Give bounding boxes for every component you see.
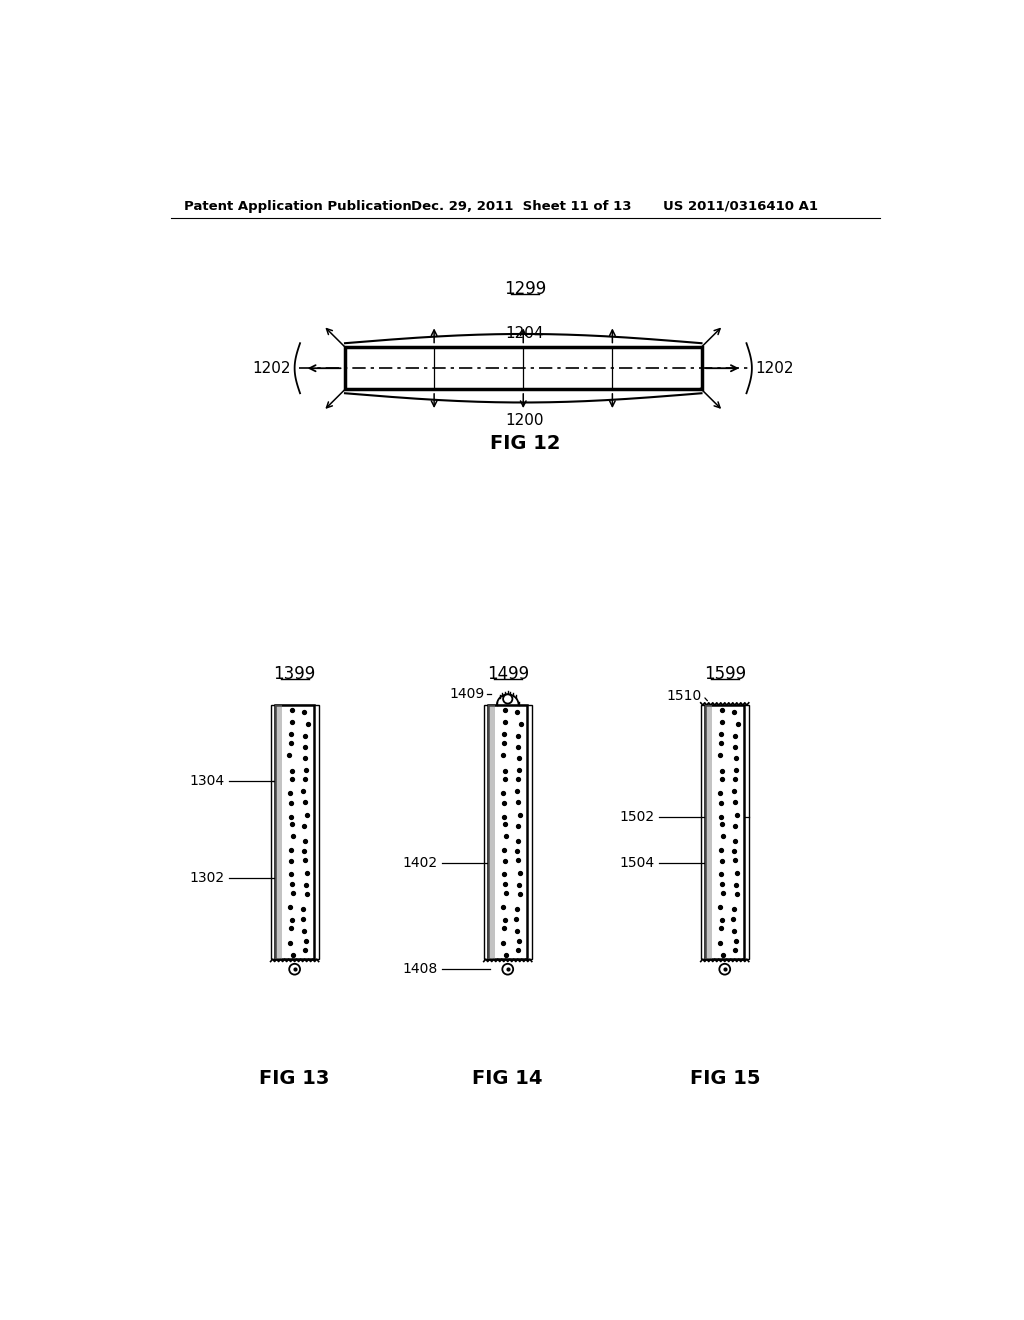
Text: FIG 12: FIG 12 <box>489 434 560 453</box>
Circle shape <box>719 964 730 974</box>
Text: US 2011/0316410 A1: US 2011/0316410 A1 <box>663 199 818 213</box>
Text: 1499: 1499 <box>486 665 528 684</box>
Text: 1202: 1202 <box>252 360 291 376</box>
Circle shape <box>289 964 300 974</box>
Bar <box>275 705 314 960</box>
Text: 1304: 1304 <box>189 775 225 788</box>
Text: 1200: 1200 <box>506 413 544 428</box>
Bar <box>700 705 749 960</box>
Text: Patent Application Publication: Patent Application Publication <box>183 199 412 213</box>
Bar <box>488 705 527 960</box>
Text: 1504: 1504 <box>620 855 655 870</box>
Text: 1299: 1299 <box>504 280 546 298</box>
Circle shape <box>503 964 513 974</box>
Text: FIG 15: FIG 15 <box>689 1069 760 1088</box>
Circle shape <box>503 694 512 704</box>
Bar <box>706 705 713 960</box>
Text: 1302: 1302 <box>189 871 225 884</box>
Text: 1408: 1408 <box>402 962 438 977</box>
Bar <box>275 705 283 960</box>
Text: 1204: 1204 <box>506 326 544 342</box>
Text: 1402: 1402 <box>402 855 438 870</box>
Text: 1202: 1202 <box>756 360 795 376</box>
Text: 1399: 1399 <box>273 665 315 684</box>
Text: 1510: 1510 <box>667 689 701 702</box>
Text: FIG 13: FIG 13 <box>259 1069 330 1088</box>
Text: FIG 14: FIG 14 <box>472 1069 543 1088</box>
Text: Dec. 29, 2011  Sheet 11 of 13: Dec. 29, 2011 Sheet 11 of 13 <box>411 199 632 213</box>
Bar <box>488 705 496 960</box>
Text: 1409: 1409 <box>450 686 484 701</box>
Bar <box>706 705 744 960</box>
Bar <box>270 705 318 960</box>
Text: 1599: 1599 <box>703 665 745 684</box>
Bar <box>483 705 531 960</box>
Text: 1502: 1502 <box>620 810 655 824</box>
Bar <box>345 347 701 389</box>
